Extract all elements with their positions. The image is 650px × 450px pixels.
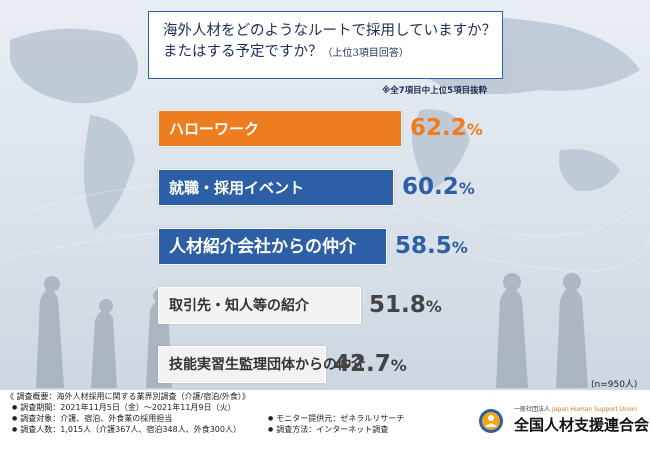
extraction-note: ※全7項目中上位5項目抜粋	[382, 86, 488, 96]
survey-heading: 《 調査概要：海外人材採用に関する業界別調査（介護/宿泊/外食）》	[6, 392, 250, 401]
org-type: 一般社団法人	[514, 406, 551, 413]
survey-target: 調査対象：介護、宿泊、外食業の採用担当	[12, 413, 172, 424]
org-name: 全国人材支援連合会	[514, 416, 650, 434]
bar-4: 取引先・知人等の紹介	[158, 287, 361, 324]
bar-label-5: 技能実習生監理団体からの仲介	[169, 357, 365, 373]
bar-3: 人材紹介会社からの仲介	[158, 228, 387, 265]
org-subtitle: 一般社団法人 Japan Human Support Union	[514, 404, 637, 413]
question-line-1: 海外人材をどのようなルートで採用していますか？	[163, 23, 497, 39]
question-line-2: またはする予定ですか？（上位3項目回答）	[163, 41, 488, 65]
survey-footer: 《 調査概要：海外人材採用に関する業界別調査（介護/宿泊/外食）》 調査期間：2…	[0, 390, 650, 450]
bar-value-number-4: 51.8	[369, 292, 426, 318]
bar-value-number-3: 58.5	[395, 233, 452, 259]
bar-value-unit-3: %	[451, 238, 468, 257]
bar-label-1: ハローワーク	[169, 120, 260, 138]
bar-value-unit-5: %	[390, 356, 407, 375]
org-english-name: Japan Human Support Union	[551, 406, 638, 413]
bar-label-2: 就職・採用イベント	[169, 179, 305, 197]
bar-value-number-1: 62.2	[410, 115, 467, 141]
question-box: 海外人材をどのようなルートで採用していますか？ またはする予定ですか？（上位3項…	[148, 11, 503, 79]
bar-value-2: 60.2%	[402, 169, 475, 207]
bar-value-number-2: 60.2	[402, 174, 459, 200]
question-line-2-note: （上位3項目回答）	[322, 48, 409, 59]
bar-value-unit-4: %	[425, 297, 442, 316]
bar-value-unit-2: %	[458, 179, 475, 198]
bar-2: 就職・採用イベント	[158, 169, 394, 206]
bar-label-3: 人材紹介会社からの仲介	[169, 237, 356, 257]
bar-value-4: 51.8%	[369, 287, 442, 325]
bar-value-unit-1: %	[466, 120, 483, 139]
bar-5: 技能実習生監理団体からの仲介	[158, 346, 365, 383]
survey-period: 調査期間：2021年11月5日（金）〜2021年11月9日（火）	[12, 402, 235, 413]
survey-monitor: モニター提供元：ゼネラルリサーチ	[268, 413, 404, 424]
bar-value-5: 42.7%	[334, 346, 407, 384]
bar-label-4: 取引先・知人等の紹介	[169, 298, 309, 314]
bar-value-1: 62.2%	[410, 110, 483, 148]
bar-1: ハローワーク	[158, 110, 402, 147]
question-line-2-text: またはする予定ですか？	[163, 44, 323, 60]
survey-count: 調査人数：1,015人（介護367人、宿泊348人、外食300人）	[12, 424, 241, 435]
org-logo-icon	[479, 409, 503, 433]
bar-value-number-5: 42.7	[334, 351, 391, 377]
survey-method: 調査方法：インターネット調査	[268, 424, 388, 435]
sample-size: (n=950人)	[591, 380, 638, 390]
bar-value-3: 58.5%	[395, 228, 468, 266]
